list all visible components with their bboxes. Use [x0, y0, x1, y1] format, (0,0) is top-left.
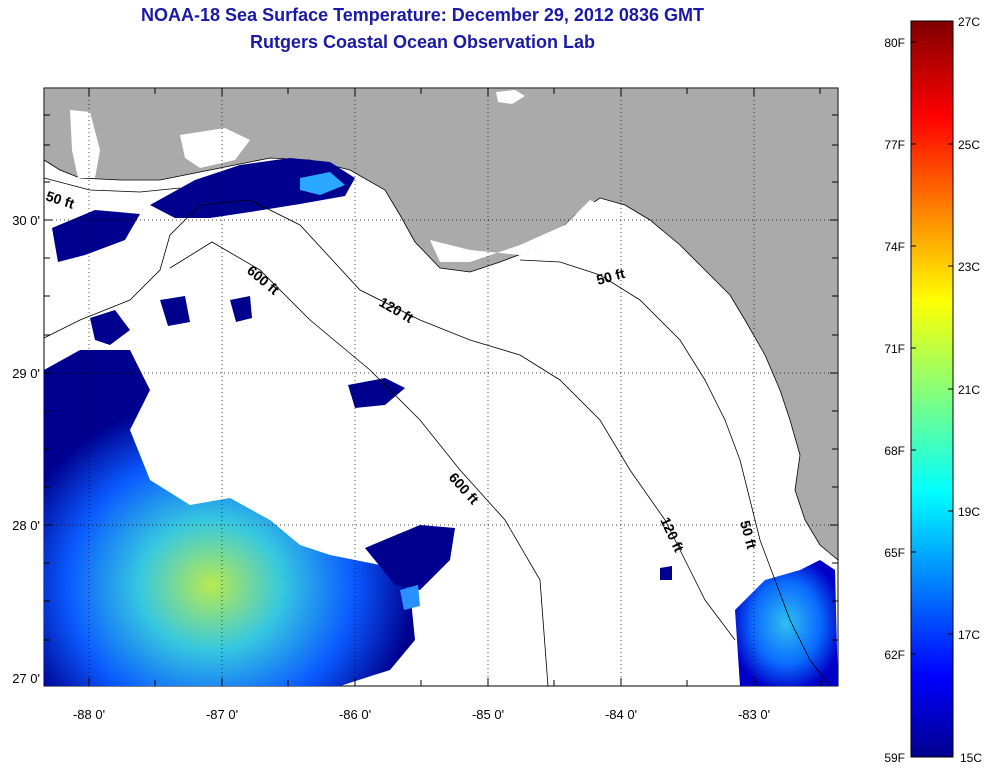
lat-label-28: 28 0' [12, 518, 40, 533]
lon-label-87: -87 0' [206, 707, 238, 722]
colorbar-label-62f: 62F [884, 648, 905, 662]
grid-lines [44, 88, 838, 686]
axis-ticks [44, 88, 838, 686]
lon-label-85: -85 0' [472, 707, 504, 722]
sst-north-band [150, 158, 355, 218]
contour-label-50ft-east: 50 ft [595, 265, 627, 288]
colorbar-ticks [911, 20, 953, 655]
colorbar-label-71f: 71F [884, 342, 905, 356]
colorbar-label-80f: 80F [884, 36, 905, 50]
sst-southeast-region [735, 560, 838, 686]
lat-label-27: 27 0' [12, 671, 40, 686]
colorbar-label-68f: 68F [884, 444, 905, 458]
colorbar-label-23c: 23C [958, 260, 980, 274]
colorbar-label-27c: 27C [958, 15, 980, 29]
sst-south-mid-warm [400, 585, 420, 610]
title-line-2: Rutgers Coastal Ocean Observation Lab [249, 32, 596, 52]
sst-southeast-speck [660, 566, 672, 580]
colorbar-label-65f: 65F [884, 546, 905, 560]
colorbar-label-15c: 15C [960, 751, 982, 765]
lat-label-30: 30 0' [12, 213, 40, 228]
sst-cold-speck-2 [160, 296, 190, 326]
apalachee-bay [430, 200, 600, 262]
title-line-1: NOAA-18 Sea Surface Temperature: Decembe… [141, 5, 704, 25]
lon-label-84: -84 0' [605, 707, 637, 722]
sst-west-cold-2 [90, 310, 130, 345]
colorbar-label-77f: 77F [884, 138, 905, 152]
sst-north-warm-patch [300, 172, 345, 195]
pensacola-bay [180, 128, 250, 168]
mobile-bay [70, 110, 100, 178]
contour-50ft [44, 177, 831, 686]
contour-120ft [44, 199, 736, 641]
sst-cold-speck-1 [230, 296, 252, 322]
colorbar-label-17c: 17C [958, 628, 980, 642]
sst-southwest-region [44, 350, 415, 686]
lat-label-29: 29 0' [12, 366, 40, 381]
sst-south-mid-region [365, 525, 455, 590]
sst-mid-cold [348, 378, 405, 408]
lon-label-83: -83 0' [738, 707, 770, 722]
colorbar-label-74f: 74F [884, 240, 905, 254]
lon-label-88: -88 0' [73, 707, 105, 722]
contour-600ft [169, 241, 549, 686]
colorbar-label-25c: 25C [958, 138, 980, 152]
colorbar-label-59f: 59F [884, 751, 905, 765]
lon-label-86: -86 0' [339, 707, 371, 722]
lake-blob [496, 90, 525, 104]
colorbar [910, 20, 954, 758]
colorbar-label-19c: 19C [958, 505, 980, 519]
contour-label-50ft-south: 50 ft [737, 519, 760, 551]
colorbar-label-21c: 21C [958, 383, 980, 397]
sst-west-cold-1 [52, 210, 140, 262]
